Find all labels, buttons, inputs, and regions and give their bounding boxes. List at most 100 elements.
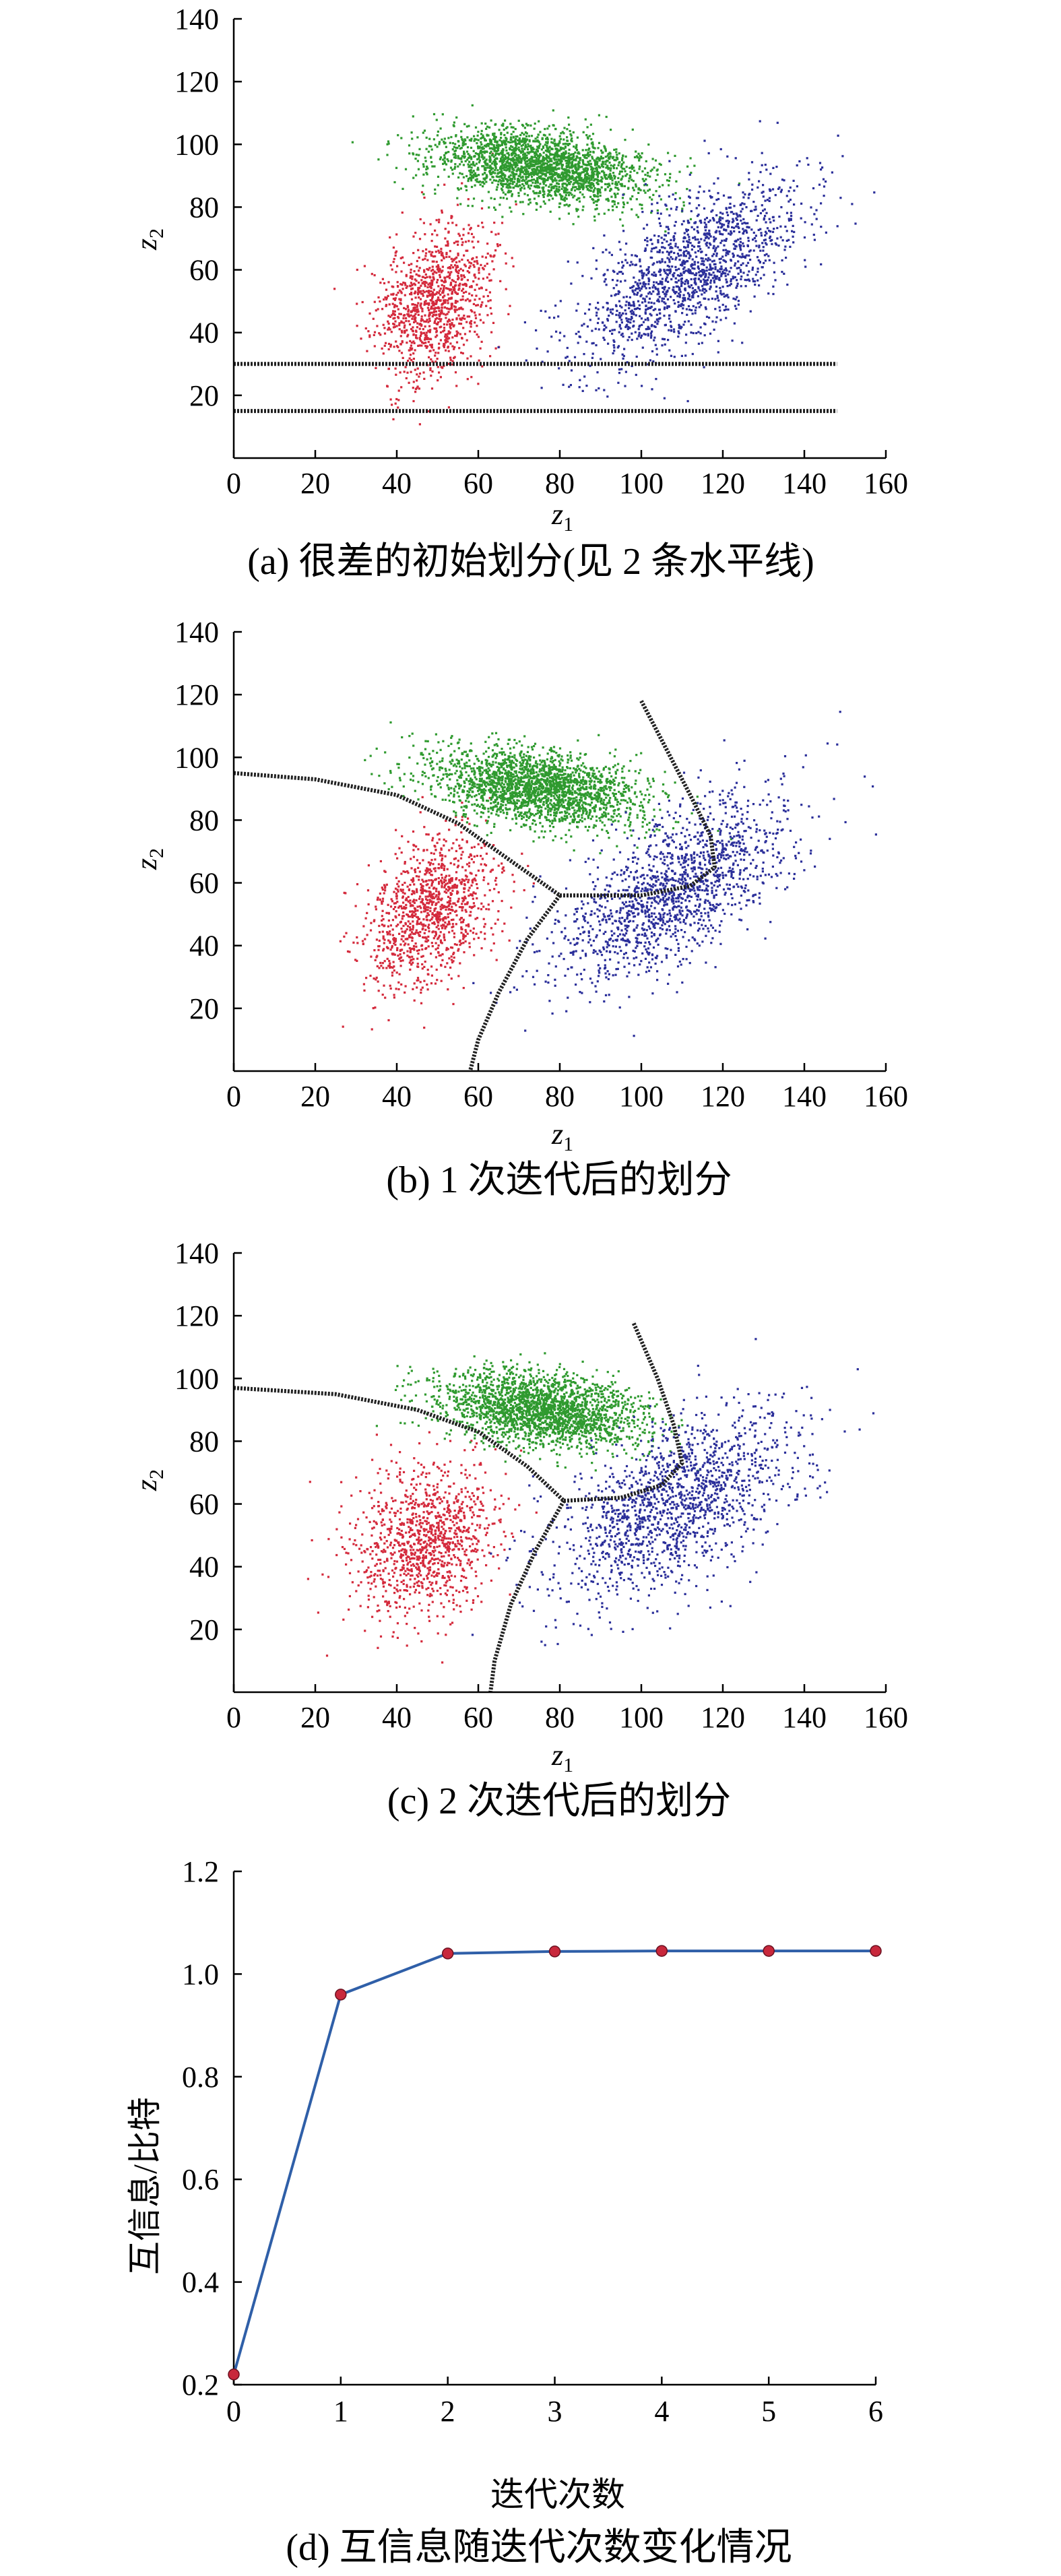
scatter-point (635, 150, 637, 153)
scatter-point (499, 152, 502, 154)
scatter-point (616, 272, 619, 275)
scatter-point (552, 154, 555, 156)
scatter-point (441, 210, 443, 212)
scatter-point (443, 154, 446, 157)
scatter-point (729, 196, 732, 199)
scatter-point (570, 157, 573, 160)
scatter-point (568, 156, 571, 158)
scatter-point (384, 296, 387, 299)
scatter-point (416, 367, 419, 370)
scatter-point (601, 152, 604, 154)
scatter-point (453, 146, 455, 148)
scatter-point (473, 135, 476, 137)
scatter-point (629, 197, 632, 200)
scatter-point (427, 341, 430, 344)
scatter-point (432, 268, 435, 271)
scatter-point (447, 340, 449, 343)
scatter-point (631, 208, 633, 211)
scatter-point (409, 284, 412, 287)
scatter-point (428, 309, 430, 312)
scatter-point (525, 172, 528, 175)
scatter-point (684, 354, 687, 357)
scatter-point (411, 317, 414, 320)
scatter-point (446, 287, 449, 290)
scatter-point (676, 253, 679, 255)
scatter-point (507, 141, 510, 143)
scatter-point (764, 214, 767, 218)
scatter-point (402, 870, 405, 873)
scatter-point (567, 143, 569, 146)
scatter-point (589, 319, 591, 321)
scatter-point (787, 200, 790, 203)
scatter-point (441, 254, 444, 257)
scatter-point (753, 236, 756, 240)
scatter-point (670, 207, 672, 210)
scatter-point (538, 147, 540, 150)
scatter-point (472, 162, 475, 164)
scatter-point (484, 166, 487, 169)
scatter-point (686, 233, 689, 236)
scatter-point (515, 200, 517, 203)
scatter-point (512, 160, 515, 162)
scatter-point (707, 246, 710, 249)
scatter-point (361, 300, 364, 304)
scatter-point (552, 185, 556, 188)
scatter-point (525, 135, 528, 137)
scatter-point (470, 169, 472, 172)
scatter-point (509, 138, 512, 141)
scatter-point (536, 166, 538, 169)
scatter-point (630, 304, 633, 307)
scatter-point (424, 277, 426, 280)
scatter-point (512, 126, 515, 129)
scatter-point (537, 172, 540, 174)
scatter-point (445, 255, 448, 259)
scatter-point (593, 170, 596, 173)
scatter-point (572, 159, 575, 162)
scatter-point (426, 167, 429, 170)
scatter-point (523, 152, 525, 155)
scatter-point (625, 166, 628, 168)
scatter-point (567, 143, 570, 147)
scatter-point (583, 179, 585, 181)
scatter-point (554, 148, 557, 150)
scatter-point (608, 166, 610, 170)
scatter-point (663, 301, 666, 304)
scatter-point (689, 218, 693, 220)
scatter-point (544, 174, 547, 176)
scatter-point (435, 331, 438, 333)
scatter-point (632, 290, 635, 293)
scatter-point (422, 371, 425, 374)
scatter-point (721, 303, 724, 307)
scatter-point (510, 159, 513, 162)
scatter-point (482, 321, 485, 324)
scatter-point (446, 335, 449, 337)
scatter-point (691, 267, 694, 269)
scatter-point (666, 240, 668, 243)
scatter-point (656, 201, 659, 204)
scatter-point (542, 162, 544, 165)
scatter-point (771, 243, 773, 245)
scatter-point (457, 284, 460, 287)
scatter-point (495, 959, 498, 961)
scatter-point (534, 122, 536, 125)
scatter-point (647, 292, 650, 295)
scatter-point (445, 307, 449, 310)
scatter-point (620, 183, 623, 185)
scatter-point (715, 321, 717, 323)
scatter-point (498, 175, 501, 178)
scatter-point (553, 174, 556, 176)
scatter-point (391, 268, 393, 271)
scatter-point (387, 348, 390, 351)
scatter-point (423, 280, 426, 284)
scatter-point (351, 141, 354, 143)
scatter-point (480, 150, 482, 152)
scatter-point (434, 188, 437, 191)
scatter-point (413, 883, 416, 886)
scatter-point (403, 261, 406, 264)
scatter-point (618, 162, 620, 164)
scatter-point (472, 236, 475, 238)
scatter-point (535, 170, 538, 173)
scatter-point (532, 150, 534, 153)
scatter-point (635, 155, 639, 158)
scatter-point (672, 288, 674, 291)
